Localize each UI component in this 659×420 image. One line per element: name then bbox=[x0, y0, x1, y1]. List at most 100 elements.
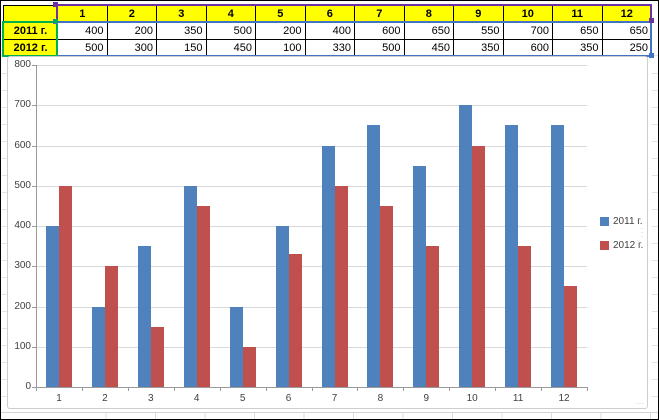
x-axis-tick bbox=[357, 387, 359, 391]
value-cell[interactable]: 100 bbox=[256, 40, 306, 57]
value-cell[interactable]: 250 bbox=[602, 40, 652, 57]
bar-s1-c5[interactable] bbox=[229, 306, 243, 387]
value-cell[interactable]: 650 bbox=[602, 23, 652, 40]
value-cell[interactable]: 350 bbox=[553, 40, 603, 57]
y-axis-tick-label: 100 bbox=[14, 340, 31, 352]
value-cell[interactable]: 700 bbox=[503, 23, 553, 40]
value-cell[interactable]: 150 bbox=[157, 40, 207, 57]
x-axis-tick bbox=[587, 387, 588, 391]
y-axis-tick-label: 500 bbox=[14, 179, 31, 191]
value-cell[interactable]: 350 bbox=[454, 40, 504, 57]
bar-s1-c7[interactable] bbox=[321, 145, 335, 387]
value-cell[interactable]: 500 bbox=[58, 40, 108, 57]
bar-s2-c4[interactable] bbox=[196, 205, 210, 387]
gridline bbox=[36, 346, 587, 348]
y-axis-tick-label: 800 bbox=[14, 59, 31, 70]
x-axis-tick bbox=[219, 387, 221, 391]
x-axis-tick-label: 6 bbox=[285, 393, 292, 404]
bar-s1-c3[interactable] bbox=[137, 246, 151, 387]
bar-s2-c7[interactable] bbox=[334, 185, 348, 388]
y-axis-line bbox=[36, 65, 37, 387]
gridline bbox=[36, 306, 587, 308]
x-axis-tick bbox=[311, 387, 313, 391]
column-header-cell[interactable]: 10 bbox=[503, 6, 553, 23]
y-axis-tick-label: 0 bbox=[25, 381, 31, 392]
chart-resize-handle[interactable]: ... bbox=[636, 399, 645, 406]
value-cell[interactable]: 500 bbox=[206, 23, 256, 40]
bar-s2-c5[interactable] bbox=[242, 346, 256, 388]
bar-s2-c10[interactable] bbox=[472, 145, 486, 387]
y-axis-tick-label: 600 bbox=[14, 139, 31, 151]
value-cell[interactable]: 350 bbox=[157, 23, 207, 40]
value-cell[interactable]: 500 bbox=[355, 40, 405, 57]
y-axis-tick bbox=[32, 105, 36, 107]
corner-cell[interactable] bbox=[4, 6, 58, 23]
value-cell[interactable]: 200 bbox=[107, 23, 157, 40]
value-cell[interactable]: 600 bbox=[355, 23, 405, 40]
y-axis-tick-label: 200 bbox=[14, 300, 31, 312]
bar-s2-c9[interactable] bbox=[426, 246, 440, 387]
bar-s2-c6[interactable] bbox=[288, 254, 302, 387]
bar-s1-c2[interactable] bbox=[91, 306, 105, 387]
value-cell[interactable]: 450 bbox=[206, 40, 256, 57]
bar-s1-c12[interactable] bbox=[551, 125, 564, 387]
column-header-cell[interactable]: 3 bbox=[157, 6, 207, 23]
y-axis-tick bbox=[32, 266, 36, 268]
value-cell[interactable]: 400 bbox=[305, 23, 355, 40]
x-axis-tick-label: 4 bbox=[193, 393, 200, 404]
column-header-cell[interactable]: 6 bbox=[305, 6, 355, 23]
legend-item-2012[interactable]: 2012 г. bbox=[600, 239, 643, 251]
x-axis-tick-label: 5 bbox=[239, 393, 246, 404]
bar-s2-c12[interactable] bbox=[564, 286, 577, 387]
value-cell[interactable]: 400 bbox=[58, 23, 108, 40]
column-header-cell[interactable]: 12 bbox=[602, 6, 652, 23]
value-cell[interactable]: 650 bbox=[404, 23, 454, 40]
x-axis-tick-label: 7 bbox=[331, 393, 338, 404]
bar-s2-c3[interactable] bbox=[150, 326, 164, 387]
bar-s1-c6[interactable] bbox=[275, 226, 289, 387]
bar-s1-c1[interactable] bbox=[46, 226, 59, 387]
column-header-cell[interactable]: 1 bbox=[58, 6, 108, 23]
bar-s1-c4[interactable] bbox=[183, 185, 197, 388]
x-axis-tick bbox=[173, 387, 175, 391]
gridline bbox=[36, 145, 587, 147]
column-header-cell[interactable]: 8 bbox=[404, 6, 454, 23]
bar-s1-c11[interactable] bbox=[505, 125, 519, 387]
x-axis-tick bbox=[495, 387, 497, 391]
legend-item-2011[interactable]: 2011 г. bbox=[600, 215, 643, 227]
bar-s1-c9[interactable] bbox=[413, 165, 427, 387]
column-header-cell[interactable]: 9 bbox=[454, 6, 504, 23]
value-cell[interactable]: 300 bbox=[107, 40, 157, 57]
chart-resize-handle[interactable]: ... bbox=[641, 224, 644, 239]
value-cell[interactable]: 550 bbox=[454, 23, 504, 40]
gridline bbox=[36, 185, 587, 187]
column-header-cell[interactable]: 11 bbox=[553, 6, 603, 23]
y-axis-tick-label: 400 bbox=[14, 220, 31, 231]
value-cell[interactable]: 200 bbox=[256, 23, 306, 40]
value-cell[interactable]: 600 bbox=[503, 40, 553, 57]
chart[interactable]: 2011 г. 2012 г. ... ... 0 100 200 300 400 500… bbox=[7, 56, 648, 409]
bar-s2-c8[interactable] bbox=[380, 205, 394, 387]
column-header-cell[interactable]: 5 bbox=[256, 6, 306, 23]
legend-label-2012: 2012 г. bbox=[613, 239, 644, 251]
x-axis-tick-label: 2 bbox=[102, 393, 108, 404]
row-label-cell[interactable]: 2011 г. bbox=[4, 23, 58, 40]
value-cell[interactable]: 650 bbox=[553, 23, 603, 40]
bar-s2-c1[interactable] bbox=[59, 185, 72, 388]
x-axis-tick-label: 11 bbox=[512, 393, 524, 404]
bar-s2-c11[interactable] bbox=[518, 246, 532, 387]
bar-s1-c8[interactable] bbox=[367, 125, 381, 387]
x-axis-tick-label: 12 bbox=[558, 393, 570, 404]
gridline bbox=[36, 266, 587, 268]
value-cell[interactable]: 330 bbox=[305, 40, 355, 57]
y-axis-tick bbox=[32, 387, 36, 388]
column-header-cell[interactable]: 7 bbox=[355, 6, 405, 23]
sheet-gridlines-right bbox=[652, 57, 658, 409]
bar-s1-c10[interactable] bbox=[459, 105, 473, 388]
value-cell[interactable]: 450 bbox=[404, 40, 454, 57]
column-header-cell[interactable]: 2 bbox=[107, 6, 157, 23]
column-header-cell[interactable]: 4 bbox=[206, 6, 256, 23]
row-label-cell[interactable]: 2012 г. bbox=[4, 40, 58, 57]
bar-s2-c2[interactable] bbox=[104, 266, 118, 388]
